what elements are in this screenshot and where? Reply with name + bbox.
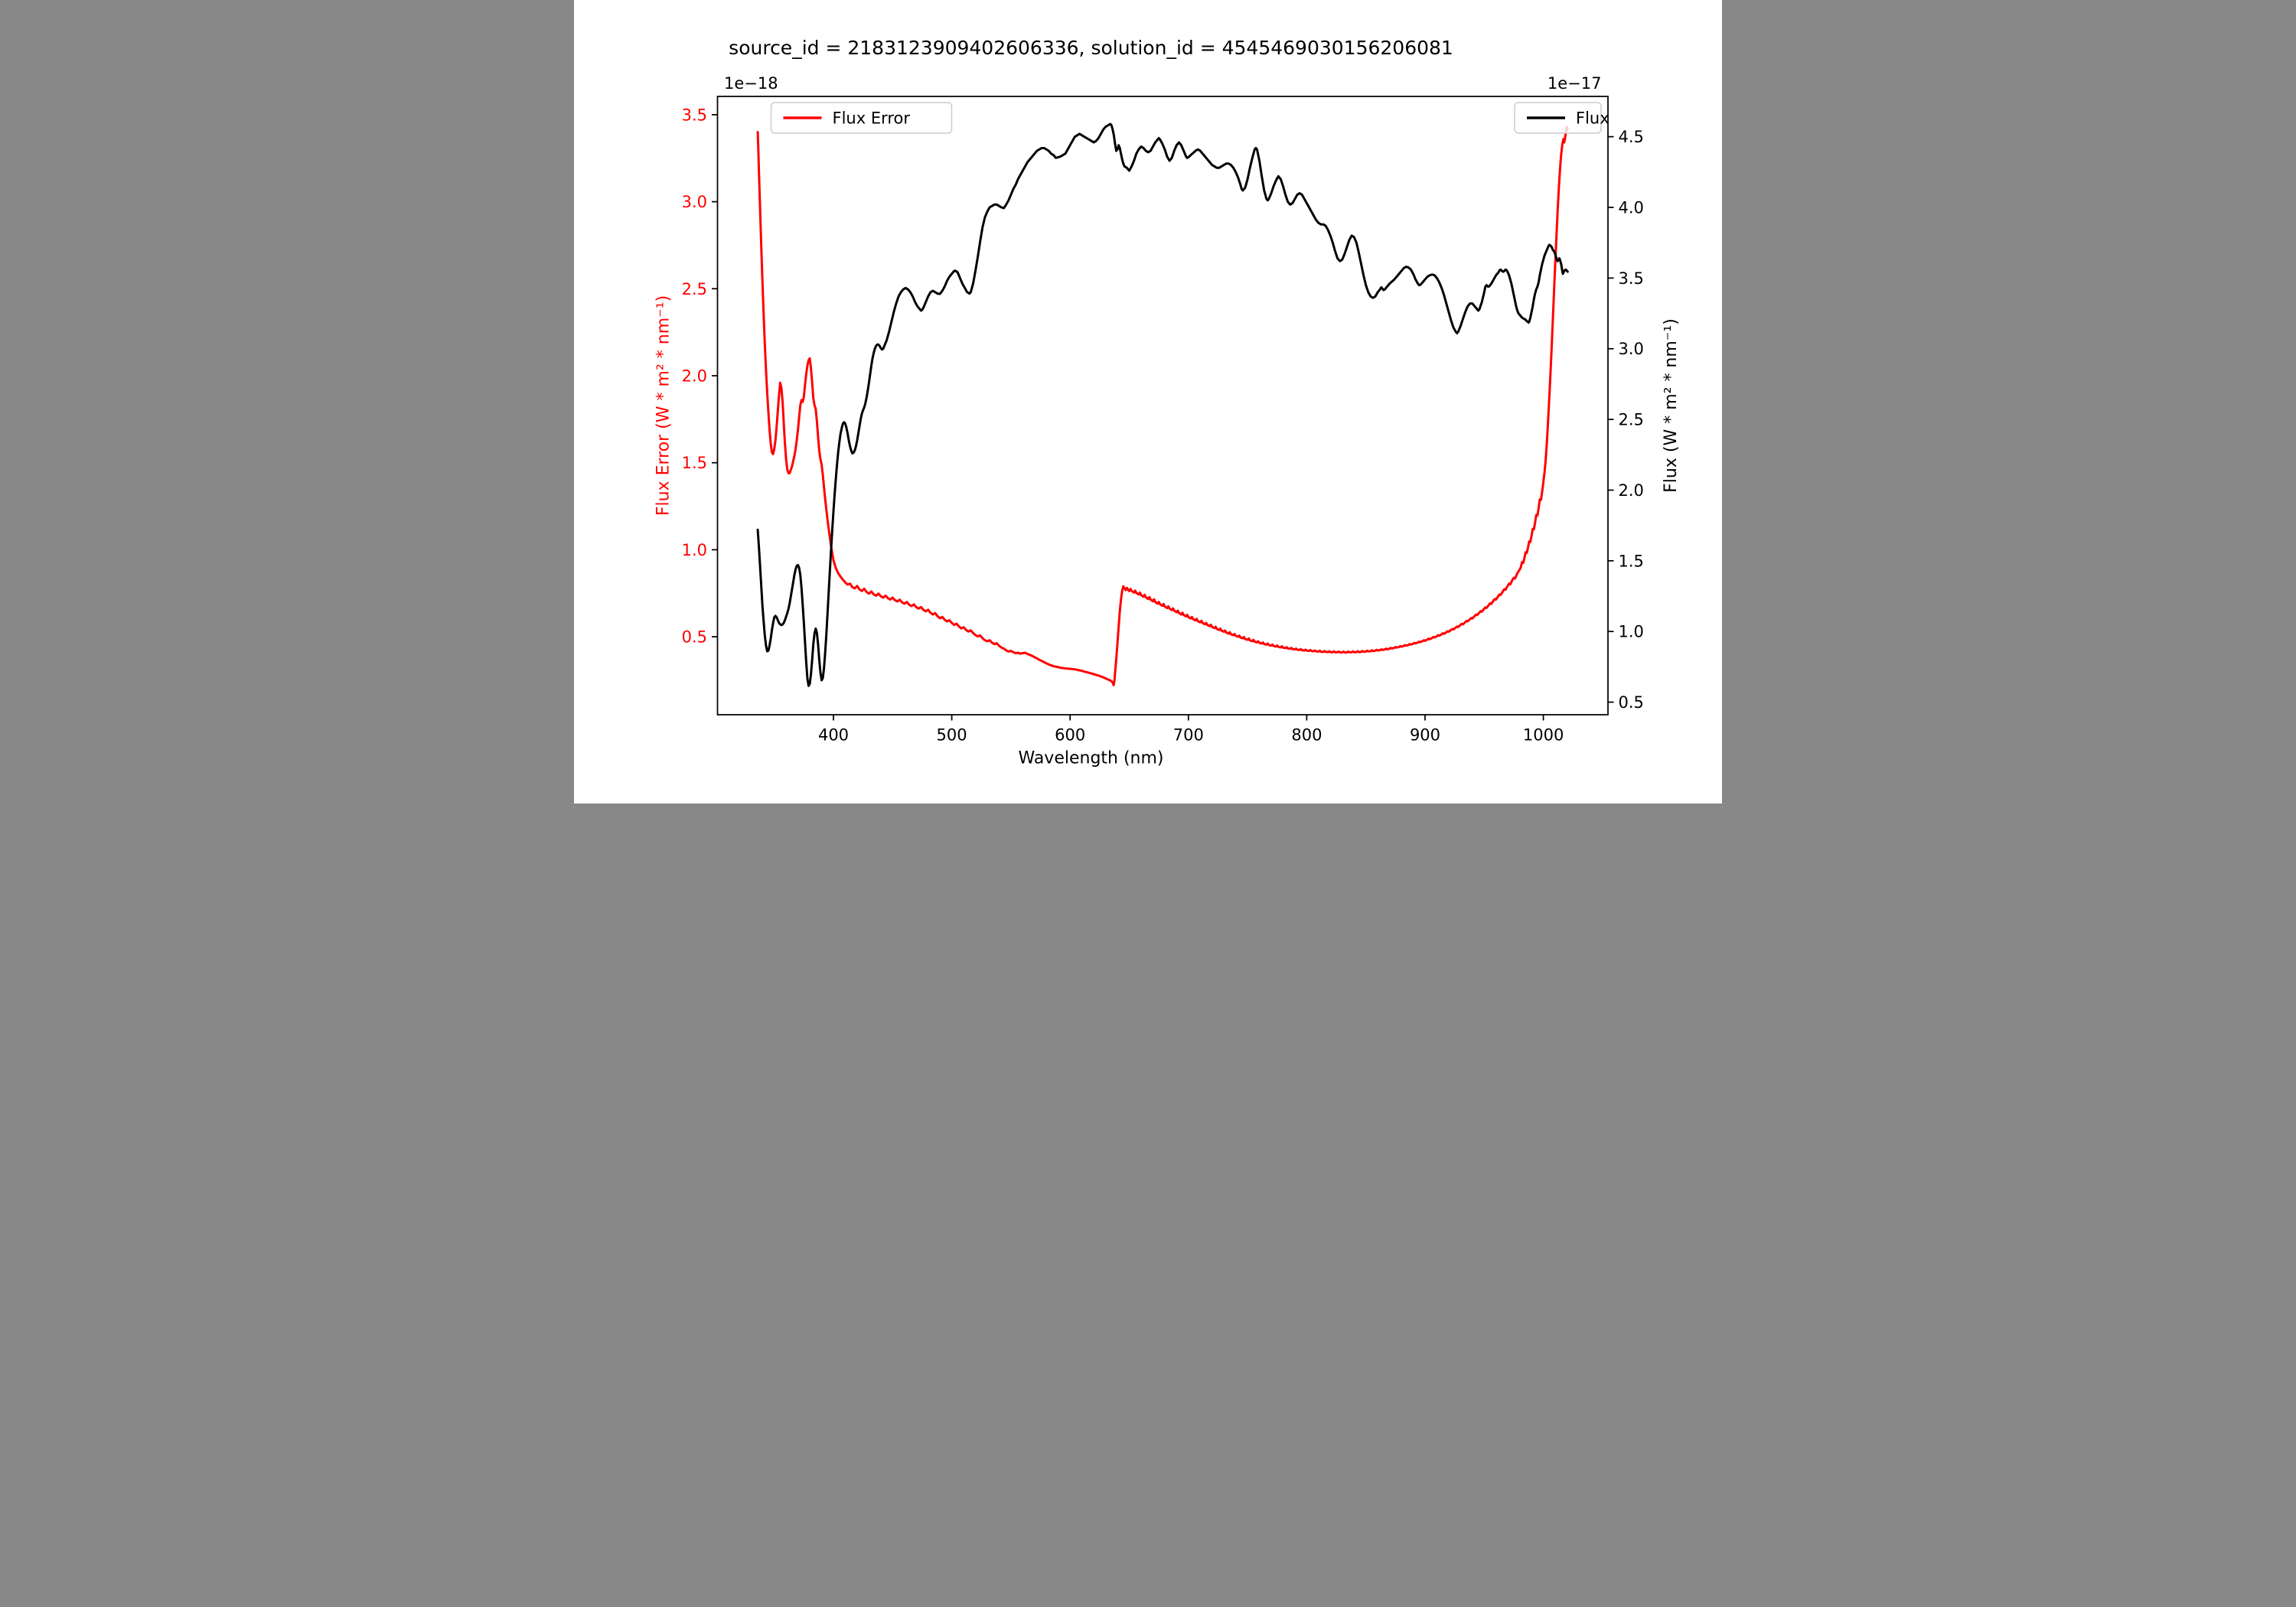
right-y-tick-label: 0.5 xyxy=(1619,693,1644,712)
left-y-tick-label: 2.0 xyxy=(682,367,707,385)
legend-flux-error-label: Flux Error xyxy=(833,109,911,128)
left-y-tick-label: 2.5 xyxy=(682,280,707,298)
x-tick-label: 600 xyxy=(1055,726,1085,745)
flux-error-line xyxy=(756,125,1569,686)
right-y-tick-label: 4.5 xyxy=(1619,128,1644,146)
legend-flux-error-frame xyxy=(770,102,953,134)
right-y-tick-label: 2.5 xyxy=(1619,411,1644,429)
right-y-tick-label: 1.0 xyxy=(1619,623,1644,641)
plot-frame xyxy=(716,96,1609,715)
right-y-tick-label: 3.0 xyxy=(1619,340,1644,358)
left-axis-offset-text: 1e−18 xyxy=(724,74,778,93)
x-tick-label: 500 xyxy=(937,726,967,745)
right-y-tick-label: 4.0 xyxy=(1619,199,1644,217)
flux-line xyxy=(756,122,1569,687)
legend-flux-label: Flux xyxy=(1576,109,1609,128)
left-y-tick-label: 3.0 xyxy=(682,193,707,211)
left-y-axis-label: Flux Error (W * m² * nm⁻¹) xyxy=(654,295,673,516)
right-y-tick-label: 2.0 xyxy=(1619,481,1644,500)
x-tick-label: 1000 xyxy=(1523,726,1564,745)
x-tick-label: 700 xyxy=(1173,726,1204,745)
left-y-tick-label: 0.5 xyxy=(682,628,707,647)
figure-canvas: 400 500 600 700 800 900 1000 0.5 1.0 1.5 2.0 2.5 3.0… xyxy=(574,0,1722,804)
legend-flux-error: Flux Error xyxy=(770,102,953,134)
right-axis-offset-text: 1e−17 xyxy=(1548,74,1602,93)
chart-title: source_id = 2183123909402606336, solutio… xyxy=(729,37,1453,59)
right-y-tick-label: 1.5 xyxy=(1619,552,1644,570)
x-tick-label: 800 xyxy=(1291,726,1322,745)
x-axis-label: Wavelength (nm) xyxy=(1018,749,1163,768)
left-y-tick-label: 1.0 xyxy=(682,541,707,559)
right-y-axis-label: Flux (W * m² * nm⁻¹) xyxy=(1662,318,1681,493)
spectrum-chart: 400 500 600 700 800 900 1000 0.5 1.0 1.5 2.0 2.5 3.0… xyxy=(574,0,1722,804)
x-tick-label: 900 xyxy=(1410,726,1440,745)
right-y-tick-label: 3.5 xyxy=(1619,269,1644,288)
left-y-tick-label: 3.5 xyxy=(682,106,707,124)
legend-flux: Flux xyxy=(1514,102,1609,134)
x-tick-label: 400 xyxy=(818,726,849,745)
left-y-tick-label: 1.5 xyxy=(682,454,707,472)
